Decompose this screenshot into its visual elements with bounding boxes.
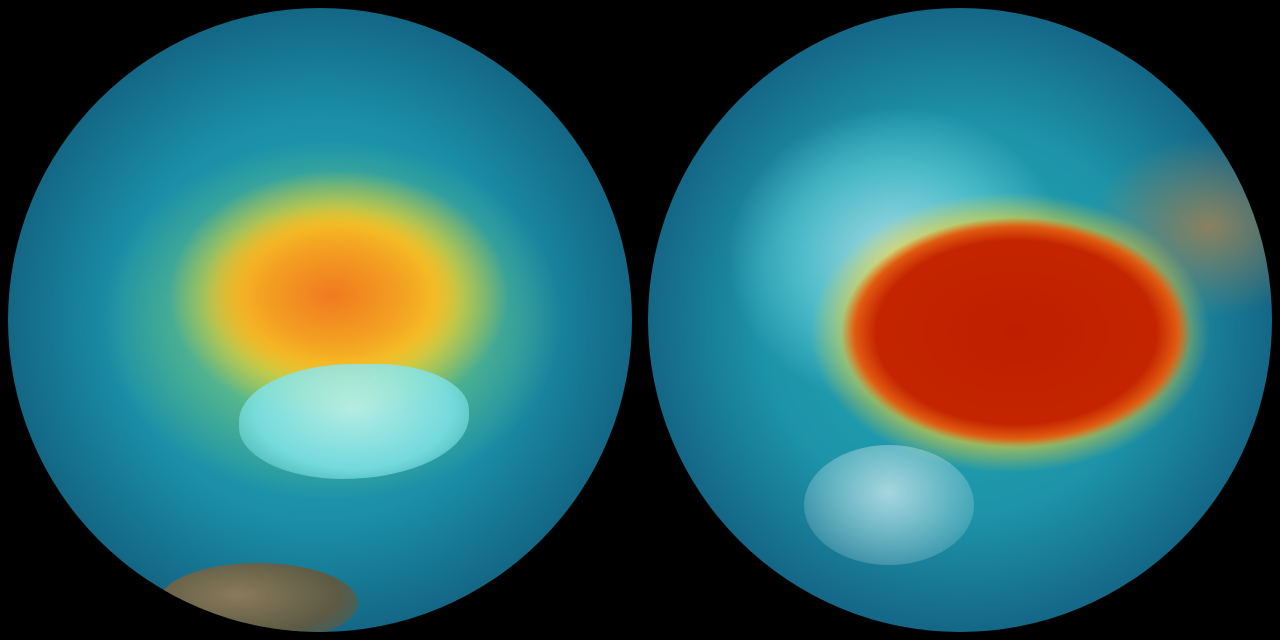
right-globe-visualization [648,8,1272,632]
south-america-landmass [157,563,358,632]
left-globe-visualization [8,8,632,632]
landmass [804,444,974,565]
antarctica-landmass [238,363,469,479]
